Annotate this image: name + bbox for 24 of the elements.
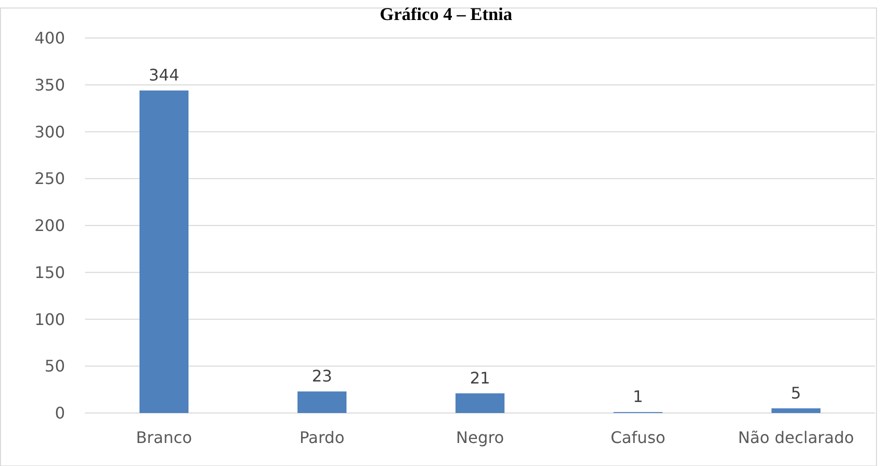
y-tick-label: 100 bbox=[34, 310, 65, 329]
y-tick-label: 250 bbox=[34, 169, 65, 188]
x-tick-label: Negro bbox=[456, 428, 504, 447]
data-label: 21 bbox=[470, 368, 490, 388]
x-tick-label: Cafuso bbox=[610, 428, 666, 447]
y-tick-label: 0 bbox=[54, 404, 65, 423]
data-label: 1 bbox=[632, 387, 644, 406]
y-tick-label: 350 bbox=[34, 75, 65, 94]
bar bbox=[456, 393, 504, 413]
data-label: 344 bbox=[148, 66, 180, 84]
x-tick-label: Pardo bbox=[300, 428, 344, 447]
data-label: 5 bbox=[790, 383, 802, 402]
y-tick-label: 150 bbox=[34, 262, 65, 282]
y-tick-label: 50 bbox=[44, 356, 65, 376]
y-tick-label: 300 bbox=[34, 122, 65, 142]
x-tick-label: Não declarado bbox=[738, 428, 854, 447]
bar bbox=[298, 391, 346, 413]
y-tick-label: 200 bbox=[34, 216, 65, 236]
data-label: 23 bbox=[312, 366, 332, 386]
bar bbox=[140, 90, 188, 413]
y-tick-label: 400 bbox=[34, 28, 65, 48]
chart-title: Gráfico 4 – Etnia bbox=[380, 4, 512, 24]
x-tick-label: Branco bbox=[136, 428, 192, 447]
bar bbox=[772, 408, 820, 413]
